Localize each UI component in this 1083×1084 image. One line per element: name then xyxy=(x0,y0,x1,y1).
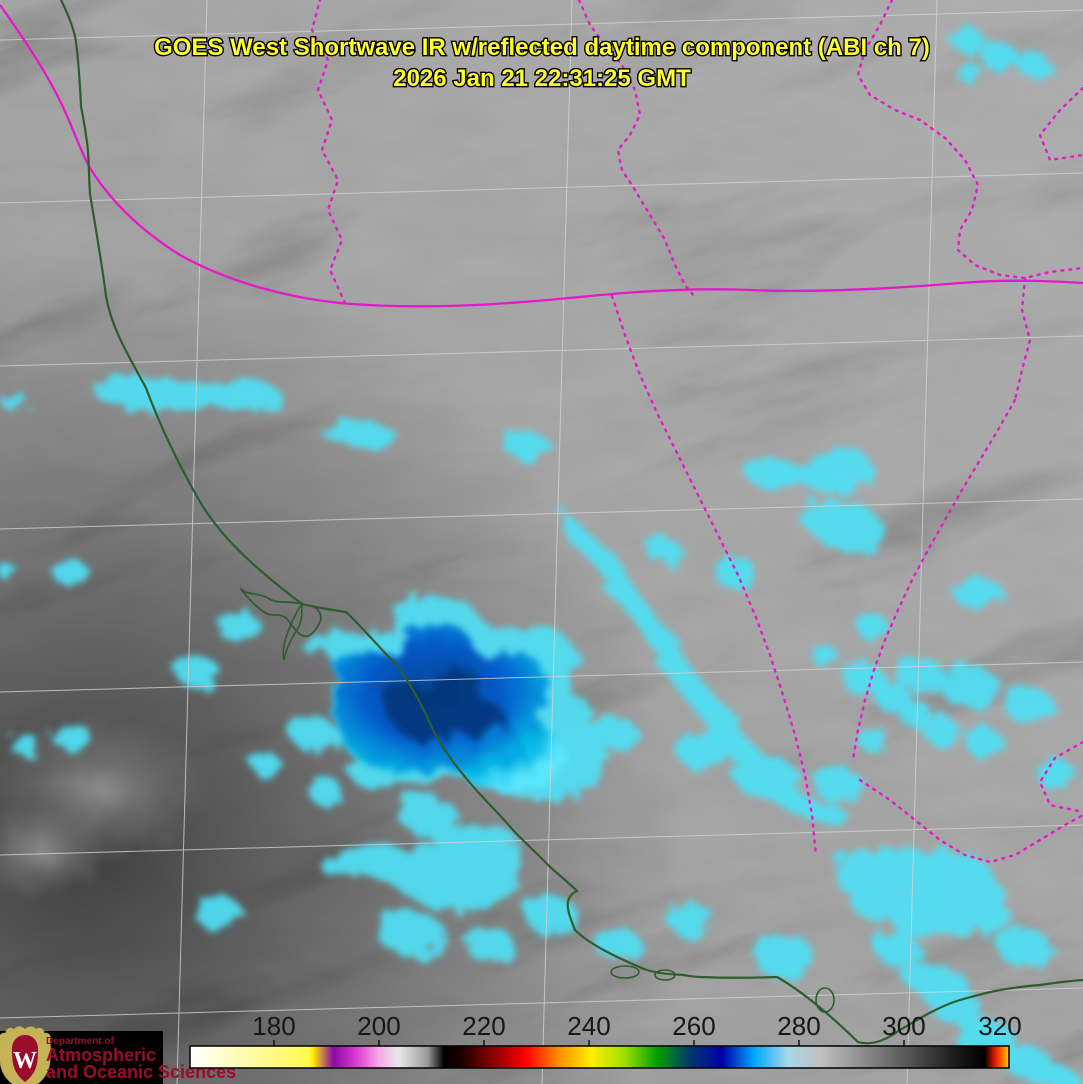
svg-text:280: 280 xyxy=(777,1011,820,1041)
svg-text:320: 320 xyxy=(978,1011,1021,1041)
svg-text:200: 200 xyxy=(357,1011,400,1041)
svg-text:240: 240 xyxy=(567,1011,610,1041)
svg-text:300: 300 xyxy=(882,1011,925,1041)
svg-text:180: 180 xyxy=(252,1011,295,1041)
svg-text:220: 220 xyxy=(462,1011,505,1041)
svg-text:260: 260 xyxy=(672,1011,715,1041)
